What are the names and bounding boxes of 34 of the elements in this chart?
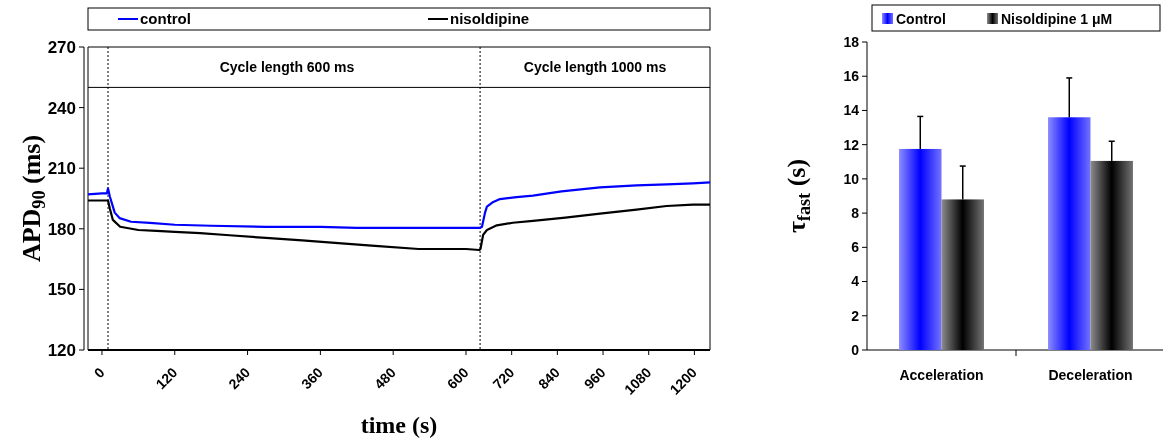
x-tick-label: 360 xyxy=(298,364,327,393)
y-tick-label: 18 xyxy=(843,33,860,50)
legend-label: nisoldipine xyxy=(450,10,530,28)
y-tick-label: 10 xyxy=(843,170,860,187)
x-tick-label: 0 xyxy=(90,364,108,382)
y-tick-label: 120 xyxy=(47,340,76,360)
y-tick-label: 4 xyxy=(851,273,860,290)
x-tick-label: Deceleration xyxy=(1048,367,1133,383)
legend-label: control xyxy=(140,10,191,28)
x-tick-label: 840 xyxy=(535,364,564,393)
y-tick-label: 210 xyxy=(47,159,76,179)
annotation: Cycle length 1000 ms xyxy=(523,59,667,76)
y-tick-label: 8 xyxy=(851,205,860,222)
x-tick-label: 480 xyxy=(370,364,399,393)
x-axis-title: time (s) xyxy=(360,412,438,438)
y-tick-label: 6 xyxy=(851,239,860,256)
y-tick-label: 2 xyxy=(851,307,860,324)
y-tick-label: 12 xyxy=(843,136,860,153)
y-tick-label: 240 xyxy=(47,98,76,118)
y-tick-label: 270 xyxy=(47,37,76,57)
y-tick-label: 16 xyxy=(843,68,860,85)
x-tick-label: 120 xyxy=(152,364,181,393)
x-tick-label: 960 xyxy=(580,364,609,393)
x-tick-label: Acceleration xyxy=(899,367,984,383)
x-tick-label: 240 xyxy=(225,364,254,393)
x-tick-label: 720 xyxy=(489,364,518,393)
legend-label: Nisoldipine 1 μM xyxy=(1001,10,1113,27)
legend-label: Control xyxy=(896,10,946,27)
y-tick-label: 180 xyxy=(47,219,76,239)
y-tick-label: 14 xyxy=(843,102,860,119)
y-tick-label: 0 xyxy=(851,341,860,358)
x-tick-label: 600 xyxy=(443,364,472,393)
annotation: Cycle length 600 ms xyxy=(219,59,355,76)
y-tick-label: 150 xyxy=(47,280,76,300)
